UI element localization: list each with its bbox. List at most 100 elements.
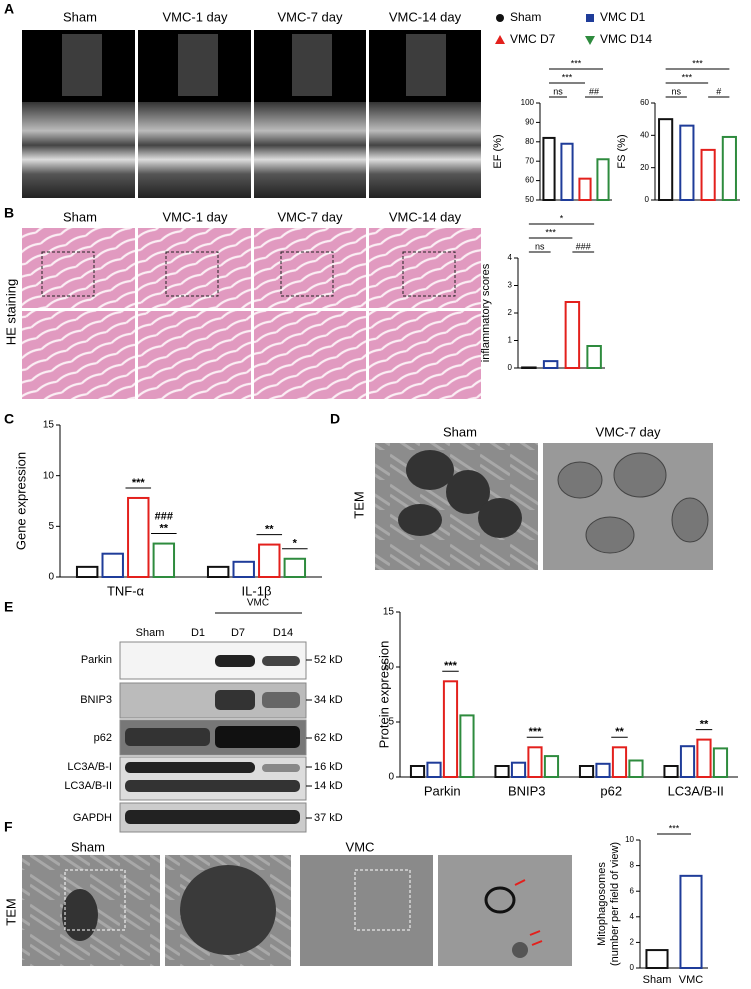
significance-label: *** bbox=[682, 72, 693, 82]
y-tick-label: 60 bbox=[525, 176, 534, 185]
legend-marker bbox=[586, 14, 594, 22]
x-tick-label: Sham bbox=[643, 974, 672, 986]
bar bbox=[611, 746, 628, 778]
lane-label: D7 bbox=[231, 627, 245, 639]
panel-letter: F bbox=[4, 819, 13, 835]
echo-images bbox=[22, 30, 481, 198]
y-tick-label: 5 bbox=[388, 717, 394, 728]
y-tick-label: 20 bbox=[640, 163, 649, 172]
x-tick-label: VMC bbox=[679, 974, 704, 986]
row-label: TEM bbox=[3, 898, 18, 925]
y-tick-label: 10 bbox=[625, 835, 634, 844]
bar bbox=[442, 680, 459, 778]
column-title: VMC-14 day bbox=[389, 209, 462, 224]
significance-label: ns bbox=[553, 86, 563, 96]
significance-label: *** bbox=[692, 58, 703, 68]
significance-label: ns bbox=[535, 241, 545, 251]
bar bbox=[564, 301, 581, 369]
bar bbox=[596, 158, 610, 201]
y-tick-label: 3 bbox=[508, 281, 513, 290]
bar bbox=[521, 366, 537, 370]
bar bbox=[628, 759, 644, 778]
column-title: VMC-7 day bbox=[595, 424, 661, 439]
bar bbox=[578, 177, 592, 202]
size-label: 34 kD bbox=[314, 694, 343, 706]
y-tick-label: 70 bbox=[525, 156, 534, 165]
significance-label: *** bbox=[545, 227, 556, 237]
bar bbox=[679, 745, 696, 779]
x-tick-label: p62 bbox=[600, 783, 622, 798]
bar bbox=[232, 560, 255, 578]
bar bbox=[527, 746, 543, 778]
x-tick-label: TNF-α bbox=[107, 583, 145, 598]
size-label: 37 kD bbox=[314, 812, 343, 824]
y-tick-label: 90 bbox=[525, 118, 534, 127]
lane-label: D14 bbox=[273, 627, 293, 639]
lane-label: Sham bbox=[136, 627, 165, 639]
bar bbox=[696, 738, 712, 778]
y-tick-label: 2 bbox=[508, 308, 513, 317]
y-tick-label: 2 bbox=[630, 938, 635, 947]
x-tick-label: Parkin bbox=[424, 783, 461, 798]
significance-label: *** bbox=[571, 58, 582, 68]
x-tick-label: IL-1β bbox=[242, 583, 272, 598]
bar bbox=[101, 552, 124, 579]
bar bbox=[721, 135, 737, 201]
y-tick-label: 40 bbox=[640, 130, 649, 139]
panel-letter: B bbox=[4, 205, 14, 221]
significance-label: ** bbox=[700, 719, 709, 731]
bar bbox=[152, 542, 176, 578]
image-label: Sham bbox=[71, 839, 105, 854]
significance-label: *** bbox=[444, 660, 458, 672]
y-axis-label: (number per field of view) bbox=[609, 842, 621, 966]
bar bbox=[542, 136, 556, 201]
bar bbox=[578, 765, 595, 778]
y-tick-label: 5 bbox=[48, 521, 54, 532]
column-title: Sham bbox=[63, 9, 97, 24]
images bbox=[22, 30, 713, 966]
bar bbox=[560, 142, 574, 202]
group-label: VMC bbox=[247, 598, 269, 609]
panel-letter: E bbox=[4, 599, 13, 615]
bar bbox=[679, 874, 703, 970]
y-tick-label: 50 bbox=[525, 195, 534, 204]
column-title: VMC-1 day bbox=[162, 209, 228, 224]
column-title: VMC-7 day bbox=[277, 9, 343, 24]
significance-label: # bbox=[716, 86, 721, 96]
y-tick-label: 0 bbox=[48, 572, 54, 583]
y-tick-label: 6 bbox=[630, 886, 635, 895]
blot-label: LC3A/B-I bbox=[67, 761, 112, 773]
bar bbox=[586, 345, 602, 369]
column-title: VMC-7 day bbox=[277, 209, 343, 224]
blot-label: p62 bbox=[94, 732, 112, 744]
y-tick-label: 10 bbox=[43, 470, 55, 481]
y-axis-label: EF (%) bbox=[492, 134, 504, 168]
y-axis-label: Gene expression bbox=[13, 452, 28, 550]
y-axis-label: Mitophagosomes bbox=[596, 862, 608, 946]
bar bbox=[75, 565, 99, 578]
legend-marker bbox=[495, 35, 505, 44]
panel-letter: A bbox=[4, 1, 14, 17]
blot-label: GAPDH bbox=[73, 812, 112, 824]
y-tick-label: 0 bbox=[645, 195, 650, 204]
significance-label: * bbox=[293, 538, 298, 550]
tem-images-f bbox=[22, 855, 572, 966]
bar bbox=[510, 761, 527, 779]
bar bbox=[543, 755, 560, 778]
y-axis-label: FS (%) bbox=[616, 134, 628, 168]
bar bbox=[658, 118, 674, 201]
significance-label: ### bbox=[576, 241, 591, 251]
y-tick-label: 4 bbox=[630, 912, 635, 921]
bar bbox=[712, 747, 729, 779]
bar bbox=[595, 762, 611, 778]
tem-images bbox=[375, 443, 713, 570]
y-tick-label: 10 bbox=[383, 662, 395, 673]
legend-label: VMC D1 bbox=[600, 10, 646, 24]
size-label: 14 kD bbox=[314, 780, 343, 792]
legend-marker bbox=[496, 14, 504, 22]
y-tick-label: 60 bbox=[640, 98, 649, 107]
significance-label: *** bbox=[132, 477, 146, 489]
significance-label: ## bbox=[589, 86, 599, 96]
legend-label: Sham bbox=[510, 10, 541, 24]
